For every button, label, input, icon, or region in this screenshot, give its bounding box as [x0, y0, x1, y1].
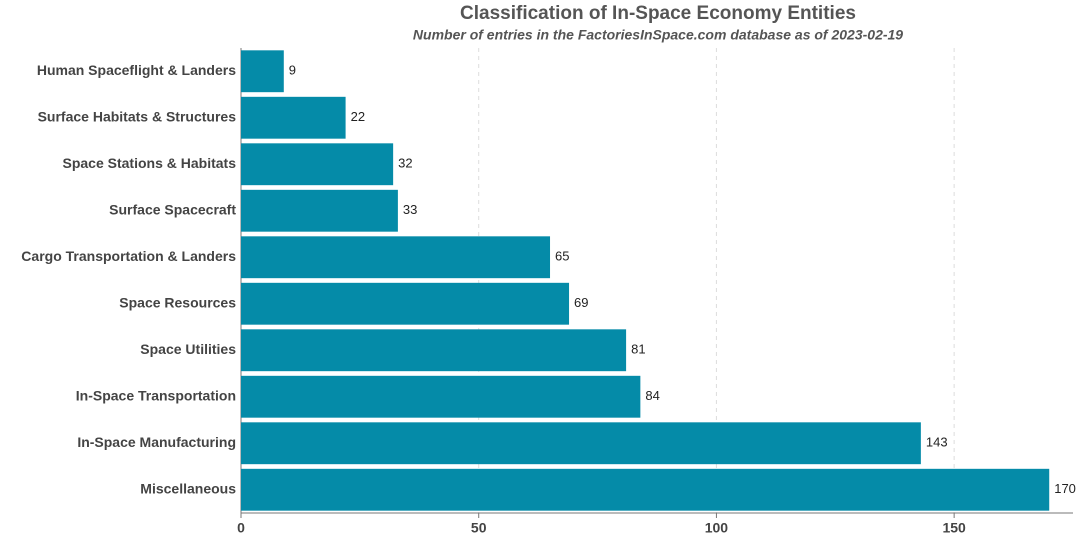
value-label: 170 [1054, 481, 1076, 496]
bar [241, 189, 398, 232]
value-label: 22 [351, 109, 365, 124]
bar [241, 422, 921, 465]
value-label: 81 [631, 342, 645, 357]
y-tick-label: Cargo Transportation & Landers [21, 248, 236, 264]
value-label: 32 [398, 156, 412, 171]
bar [241, 282, 570, 325]
y-tick-label: Space Stations & Habitats [63, 155, 237, 171]
chart-title: Classification of In-Space Economy Entit… [460, 3, 856, 24]
bar [241, 468, 1050, 511]
value-label: 33 [403, 202, 417, 217]
bar [241, 375, 641, 418]
x-tick-label: 150 [942, 520, 966, 536]
y-tick-label: Surface Spacecraft [109, 201, 236, 217]
value-label: 9 [289, 63, 296, 78]
value-label: 84 [645, 388, 659, 403]
value-label: 143 [926, 435, 948, 450]
chart-subtitle: Number of entries in the FactoriesInSpac… [413, 27, 903, 43]
y-tick-label: In-Space Manufacturing [77, 434, 236, 450]
x-tick-label: 50 [471, 520, 487, 536]
y-tick-label: In-Space Transportation [76, 387, 236, 403]
bar [241, 96, 346, 139]
y-tick-label: Space Utilities [140, 341, 236, 357]
value-label: 65 [555, 249, 569, 264]
y-tick-label: Space Resources [119, 294, 236, 310]
bar [241, 143, 394, 186]
y-tick-label: Miscellaneous [140, 480, 236, 496]
y-tick-label: Surface Habitats & Structures [38, 108, 237, 124]
bar [241, 50, 284, 93]
bar [241, 236, 551, 279]
x-tick-label: 0 [237, 520, 245, 536]
x-tick-label: 100 [705, 520, 729, 536]
value-label: 69 [574, 295, 588, 310]
bar [241, 329, 627, 372]
y-tick-label: Human Spaceflight & Landers [37, 62, 236, 78]
